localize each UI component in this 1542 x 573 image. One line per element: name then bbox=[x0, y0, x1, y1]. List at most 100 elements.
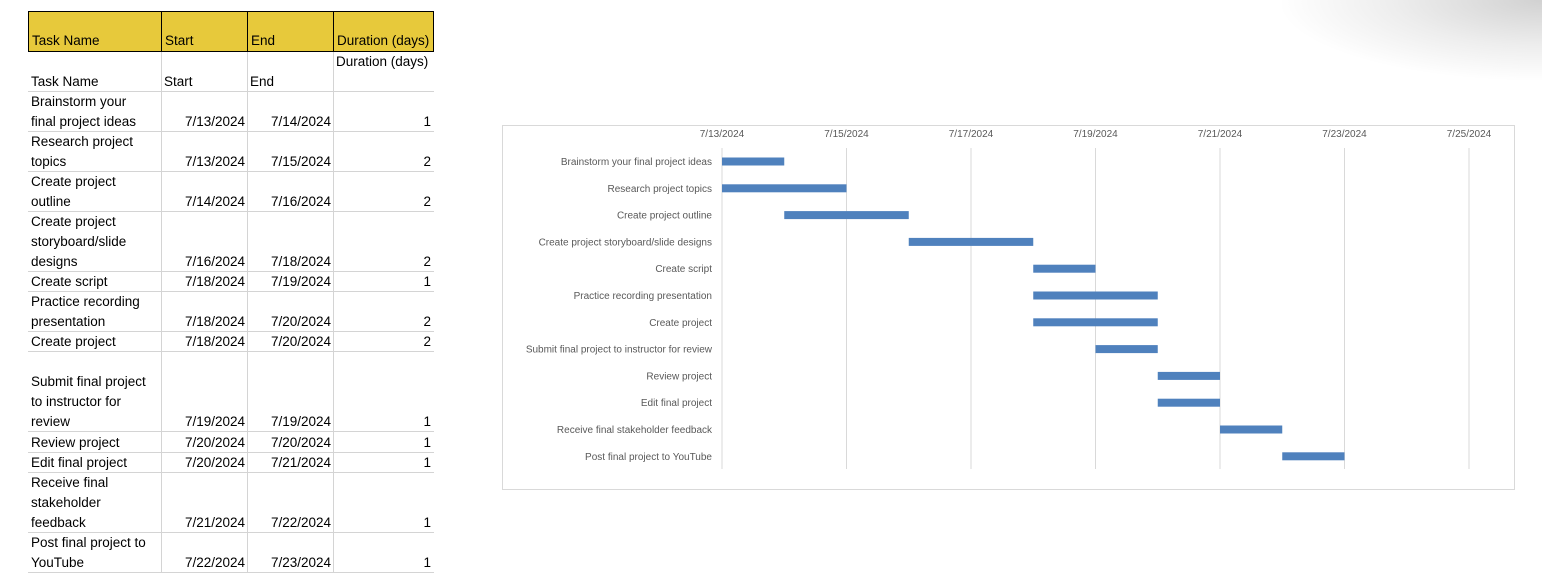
duration-cell[interactable]: 1 bbox=[423, 274, 431, 289]
column-divider bbox=[333, 52, 334, 573]
x-tick-label: 7/25/2024 bbox=[1447, 129, 1492, 140]
start-date-cell[interactable]: 7/20/2024 bbox=[184, 455, 245, 470]
duration-cell[interactable]: 1 bbox=[423, 414, 431, 429]
end-date-cell[interactable]: 7/21/2024 bbox=[270, 455, 331, 470]
gantt-bar bbox=[1282, 452, 1345, 461]
row-divider bbox=[28, 351, 434, 352]
gantt-chart[interactable]: 7/13/2024 7/15/2024 7/17/2024 7/19/2024 7/21… bbox=[502, 125, 1515, 490]
task-name-cell[interactable]: Edit final project bbox=[31, 455, 128, 470]
end-date-cell[interactable]: 7/20/2024 bbox=[270, 435, 331, 450]
gantt-bar bbox=[784, 211, 909, 220]
task-name-cell[interactable]: Brainstorm your final project ideas bbox=[31, 94, 137, 129]
row-divider bbox=[28, 431, 434, 432]
duration-cell[interactable]: 2 bbox=[423, 154, 431, 169]
subheader-task-name[interactable]: Task Name bbox=[31, 74, 99, 89]
task-name-cell[interactable]: Receive final stakeholder feedback bbox=[31, 475, 109, 530]
duration-cell[interactable]: 1 bbox=[423, 455, 431, 470]
row-divider bbox=[28, 452, 434, 453]
start-date-cell[interactable]: 7/16/2024 bbox=[184, 254, 245, 269]
subheader-end[interactable]: End bbox=[250, 74, 275, 89]
gantt-bar bbox=[1095, 345, 1158, 354]
task-name-cell[interactable]: Create project bbox=[31, 334, 116, 349]
header-task-name[interactable]: Task Name bbox=[28, 11, 162, 52]
start-date-cell[interactable]: 7/14/2024 bbox=[184, 194, 245, 209]
gantt-bar bbox=[1033, 318, 1158, 327]
row-divider bbox=[28, 271, 434, 272]
x-tick-label: 7/13/2024 bbox=[700, 129, 745, 140]
start-date-cell[interactable]: 7/22/2024 bbox=[184, 555, 245, 570]
subheader-start[interactable]: Start bbox=[164, 74, 193, 89]
duration-cell[interactable]: 1 bbox=[423, 555, 431, 570]
task-name-cell[interactable]: Create script bbox=[31, 274, 108, 289]
task-name-cell[interactable]: Research project topics bbox=[31, 134, 134, 169]
duration-cell[interactable]: 2 bbox=[423, 254, 431, 269]
header-start[interactable]: Start bbox=[161, 11, 248, 52]
start-date-cell[interactable]: 7/13/2024 bbox=[184, 154, 245, 169]
gantt-bar bbox=[908, 237, 1034, 246]
task-axis-label: Create project bbox=[649, 318, 712, 329]
duration-cell[interactable]: 1 bbox=[423, 515, 431, 530]
duration-cell[interactable]: 1 bbox=[423, 435, 431, 450]
end-date-cell[interactable]: 7/14/2024 bbox=[270, 114, 331, 129]
end-date-cell[interactable]: 7/16/2024 bbox=[270, 194, 331, 209]
task-name-cell[interactable]: Practice recording presentation bbox=[31, 294, 140, 329]
gantt-chart-svg: 7/13/2024 7/15/2024 7/17/2024 7/19/2024 7/21… bbox=[526, 129, 1492, 469]
duration-cell[interactable]: 2 bbox=[423, 334, 431, 349]
start-date-cell[interactable]: 7/21/2024 bbox=[184, 515, 245, 530]
start-date-cell[interactable]: 7/18/2024 bbox=[184, 314, 245, 329]
gantt-bar bbox=[1033, 264, 1096, 273]
task-name-cell[interactable]: Create project outline bbox=[31, 174, 116, 209]
x-tick-label: 7/19/2024 bbox=[1073, 129, 1118, 140]
end-date-cell[interactable]: 7/19/2024 bbox=[270, 414, 331, 429]
x-tick-label: 7/15/2024 bbox=[824, 129, 869, 140]
end-date-cell[interactable]: 7/22/2024 bbox=[270, 515, 331, 530]
task-axis-label: Create script bbox=[655, 264, 712, 275]
duration-cell[interactable]: 2 bbox=[423, 194, 431, 209]
header-duration[interactable]: Duration (days) bbox=[333, 11, 434, 52]
gantt-bar bbox=[1220, 425, 1283, 434]
x-tick-label: 7/23/2024 bbox=[1322, 129, 1367, 140]
row-divider bbox=[28, 532, 434, 533]
end-date-cell[interactable]: 7/20/2024 bbox=[270, 334, 331, 349]
gantt-bar bbox=[1157, 371, 1220, 380]
task-axis-label: Practice recording presentation bbox=[574, 291, 712, 302]
task-axis-label: Create project outline bbox=[617, 211, 712, 222]
end-date-cell[interactable]: 7/15/2024 bbox=[270, 154, 331, 169]
spreadsheet: Task Name Start End Duration (days) Task… bbox=[0, 0, 440, 573]
task-axis-label: Create project storyboard/slide designs bbox=[539, 237, 712, 248]
start-date-cell[interactable]: 7/20/2024 bbox=[184, 435, 245, 450]
gantt-bar bbox=[1033, 291, 1158, 300]
task-axis-label: Receive final stakeholder feedback bbox=[557, 425, 713, 436]
duration-cell[interactable]: 2 bbox=[423, 314, 431, 329]
subheader-duration[interactable]: Duration (days) bbox=[336, 54, 429, 69]
task-name-cell[interactable]: Create project storyboard/slide designs bbox=[31, 214, 127, 269]
end-date-cell[interactable]: 7/20/2024 bbox=[270, 314, 331, 329]
row-divider bbox=[28, 211, 434, 212]
header-end[interactable]: End bbox=[247, 11, 334, 52]
column-divider bbox=[161, 52, 162, 573]
gantt-bar bbox=[722, 184, 847, 193]
end-date-cell[interactable]: 7/18/2024 bbox=[270, 254, 331, 269]
task-name-cell[interactable]: Submit final project to instructor for r… bbox=[31, 374, 146, 429]
start-date-cell[interactable]: 7/19/2024 bbox=[184, 414, 245, 429]
gantt-bar bbox=[722, 157, 785, 166]
gantt-bar bbox=[1157, 398, 1220, 407]
task-axis-label: Post final project to YouTube bbox=[585, 452, 712, 463]
task-name-cell[interactable]: Post final project to YouTube bbox=[31, 535, 146, 570]
end-date-cell[interactable]: 7/23/2024 bbox=[270, 555, 331, 570]
task-axis-label: Edit final project bbox=[641, 398, 712, 409]
end-date-cell[interactable]: 7/19/2024 bbox=[270, 274, 331, 289]
duration-cell[interactable]: 1 bbox=[423, 114, 431, 129]
task-name-cell[interactable]: Review project bbox=[31, 435, 120, 450]
start-date-cell[interactable]: 7/18/2024 bbox=[184, 274, 245, 289]
x-tick-label: 7/21/2024 bbox=[1198, 129, 1243, 140]
task-axis-label: Brainstorm your final project ideas bbox=[561, 157, 712, 168]
row-divider bbox=[28, 331, 434, 332]
task-axis-label: Review project bbox=[646, 371, 712, 382]
task-axis-label: Research project topics bbox=[608, 184, 713, 195]
start-date-cell[interactable]: 7/13/2024 bbox=[184, 114, 245, 129]
start-date-cell[interactable]: 7/18/2024 bbox=[184, 334, 245, 349]
row-divider bbox=[28, 91, 434, 92]
column-divider bbox=[247, 52, 248, 573]
task-axis-label: Submit final project to instructor for r… bbox=[526, 345, 713, 356]
